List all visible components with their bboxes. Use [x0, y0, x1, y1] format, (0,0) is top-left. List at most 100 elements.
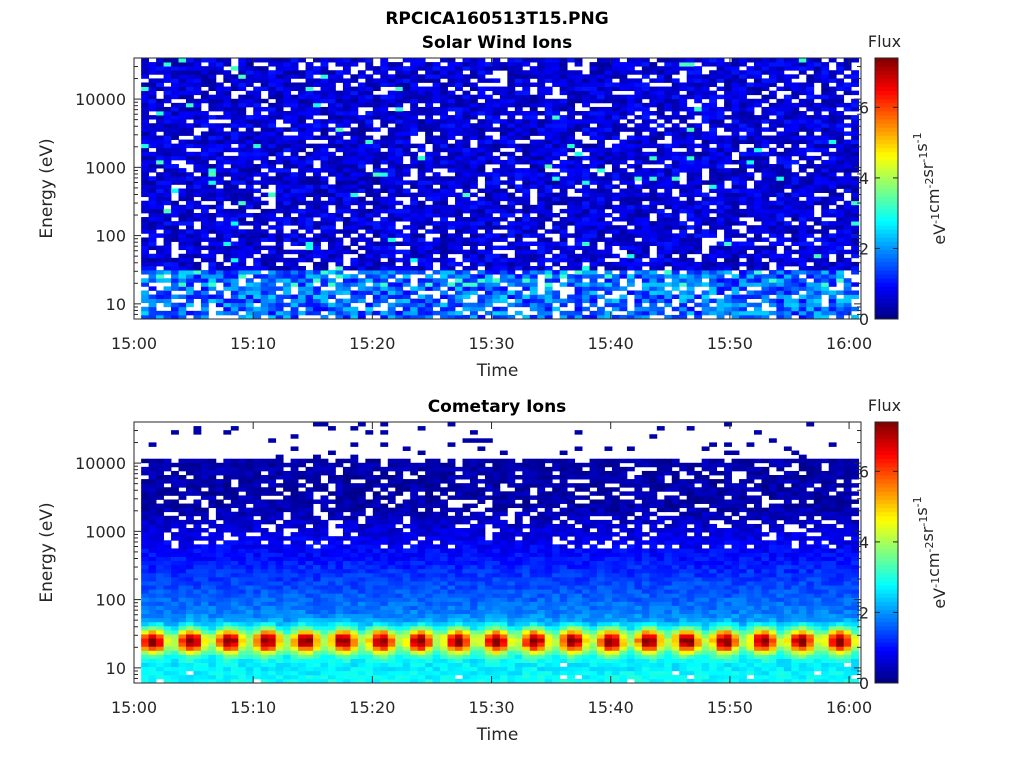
heatmap-cell: [836, 314, 845, 320]
heatmap-cell: [836, 270, 845, 275]
heatmap-cell: [694, 241, 703, 246]
heatmap-cell: [380, 143, 389, 149]
heatmap-cell: [589, 86, 598, 92]
heatmap-cell: [320, 282, 329, 287]
heatmap-cell: [380, 245, 389, 251]
heatmap-cell: [731, 282, 740, 287]
heatmap-cell: [462, 204, 471, 210]
heatmap-cell: [185, 257, 194, 263]
heatmap-cell: [739, 82, 747, 87]
heatmap-cell: [537, 164, 546, 169]
heatmap-cell: [417, 257, 426, 263]
heatmap-cell: [298, 290, 306, 295]
heatmap-cell: [656, 115, 665, 120]
heatmap-cell: [821, 127, 830, 132]
heatmap-cell: [380, 298, 389, 304]
heatmap-cell: [731, 139, 740, 145]
heatmap-cell: [537, 310, 546, 316]
heatmap-cell: [253, 188, 262, 193]
heatmap-cell: [776, 196, 785, 202]
heatmap-cell: [260, 217, 269, 222]
heatmap-cell: [798, 70, 807, 75]
heatmap-cell: [604, 66, 613, 71]
heatmap-cell: [522, 233, 531, 238]
heatmap-cell: [664, 241, 673, 246]
heatmap-cell: [679, 208, 688, 214]
heatmap-cell: [253, 286, 262, 291]
heatmap-cell: [828, 282, 837, 287]
heatmap-cell: [208, 82, 217, 87]
heatmap-cell: [634, 155, 643, 161]
heatmap-cell: [141, 245, 150, 251]
heatmap-cell: [447, 58, 456, 63]
heatmap-cell: [783, 102, 792, 108]
heatmap-cell: [739, 102, 747, 108]
heatmap-cell: [537, 188, 546, 193]
heatmap-cell: [776, 286, 785, 291]
heatmap-cell: [746, 294, 755, 300]
heatmap-cell: [238, 306, 247, 312]
heatmap-cell: [791, 159, 800, 165]
heatmap-cell: [455, 294, 463, 300]
heatmap-cell: [163, 70, 172, 75]
heatmap-cell: [387, 261, 396, 267]
heatmap-cell: [365, 127, 374, 132]
heatmap-cell: [507, 302, 516, 308]
heatmap-cell: [544, 176, 553, 181]
heatmap-cell: [484, 139, 493, 145]
heatmap-cell: [656, 143, 665, 149]
heatmap-cell: [552, 98, 561, 104]
heatmap-cell: [724, 200, 732, 206]
heatmap-cell: [410, 143, 419, 149]
heatmap-cell: [514, 58, 523, 63]
heatmap-cell: [619, 168, 628, 173]
heatmap-cell: [529, 94, 538, 100]
heatmap-cell: [342, 249, 351, 255]
heatmap-cell: [440, 253, 448, 259]
heatmap-cell: [395, 257, 404, 263]
heatmap-cell: [671, 245, 680, 251]
heatmap-cell: [746, 82, 755, 87]
heatmap-cell: [141, 127, 150, 132]
heatmap-cell: [440, 310, 448, 316]
heatmap-cell: [776, 135, 785, 140]
heatmap-cell: [484, 102, 493, 108]
heatmap-cell: [402, 180, 411, 185]
heatmap-cell: [432, 155, 441, 161]
heatmap-cell: [357, 265, 366, 271]
heatmap-cell: [455, 233, 463, 238]
heatmap-cell: [776, 253, 785, 259]
heatmap-cell: [828, 249, 837, 255]
heatmap-cell: [462, 265, 471, 271]
heatmap-cell: [806, 131, 815, 136]
heatmap-cell: [641, 286, 650, 291]
heatmap-cell: [626, 94, 635, 100]
heatmap-cell: [477, 282, 486, 287]
heatmap-cell: [574, 241, 583, 246]
heatmap-cell: [417, 168, 426, 173]
heatmap-cell: [178, 192, 187, 198]
heatmap-cell: [843, 241, 852, 246]
heatmap-cell: [522, 302, 531, 308]
heatmap-cell: [559, 241, 568, 246]
heatmap-cell: [776, 278, 785, 283]
heatmap-cell: [290, 123, 299, 128]
heatmap-cell: [484, 278, 493, 283]
heatmap-cell: [791, 257, 800, 263]
heatmap-cell: [208, 188, 217, 193]
heatmap-cell: [709, 172, 718, 177]
heatmap-cell: [567, 106, 576, 112]
heatmap-cell: [253, 294, 262, 300]
heatmap-cell: [559, 184, 568, 189]
heatmap-cell: [641, 151, 650, 157]
heatmap-cell: [298, 159, 306, 165]
heatmap-cell: [821, 74, 830, 79]
heatmap-cell: [671, 58, 680, 63]
heatmap-cell: [611, 172, 620, 177]
heatmap-cell: [148, 274, 157, 279]
heatmap-cell: [604, 290, 613, 295]
heatmap-cell: [798, 265, 807, 271]
heatmap-cell: [768, 286, 777, 291]
heatmap-cell: [387, 155, 396, 161]
heatmap-cell: [417, 176, 426, 181]
